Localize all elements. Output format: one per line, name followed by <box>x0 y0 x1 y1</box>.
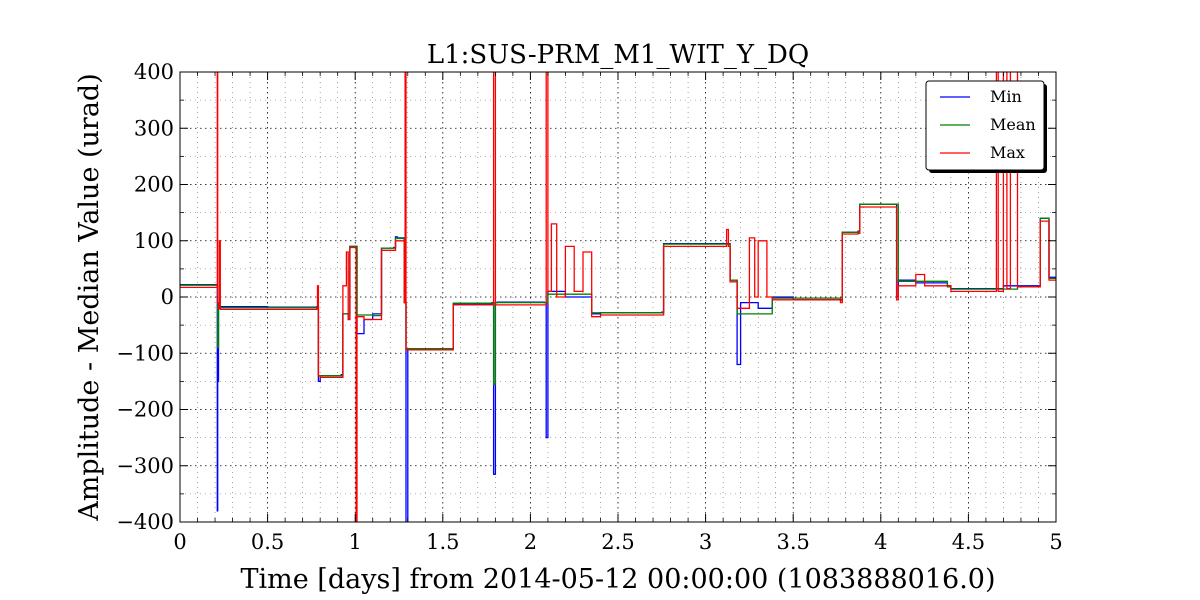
x-tick-label: 2 <box>524 530 537 554</box>
legend: Min Mean Max <box>925 80 1047 173</box>
legend-label-min: Min <box>990 87 1022 106</box>
x-tick-label: 4.5 <box>952 530 985 554</box>
legend-label-max: Max <box>990 143 1025 162</box>
y-tick-label: −300 <box>116 454 174 478</box>
y-tick-label: 100 <box>134 229 174 253</box>
legend-frame <box>925 80 1045 171</box>
series-line-max <box>180 72 1056 522</box>
x-tick-label: 2.5 <box>601 530 634 554</box>
y-tick-label: 0 <box>161 285 174 309</box>
x-tick-label: 1.5 <box>426 530 459 554</box>
x-tick-label: 4 <box>874 530 887 554</box>
x-tick-label: 0.5 <box>251 530 284 554</box>
x-axis-label: Time [days] from 2014-05-12 00:00:00 (10… <box>241 564 996 595</box>
chart-title: L1:SUS-PRM_M1_WIT_Y_DQ <box>427 40 809 70</box>
x-tick-label: 5 <box>1049 530 1062 554</box>
x-tick-label: 3 <box>699 530 712 554</box>
y-tick-label: −400 <box>116 510 174 534</box>
grid <box>180 72 1056 522</box>
y-tick-label: −100 <box>116 341 174 365</box>
y-axis-label: Amplitude - Median Value (urad) <box>74 73 105 522</box>
y-tick-label: −200 <box>116 398 174 422</box>
plot-area <box>180 72 1056 522</box>
x-tick-label: 3.5 <box>776 530 809 554</box>
y-tick-label: 400 <box>134 60 174 84</box>
y-tick-label: 200 <box>134 173 174 197</box>
x-tick-label: 1 <box>349 530 362 554</box>
axes: 0 0.5 1 1.5 2 2.5 3 3.5 4 4.5 5 −400 −300 −200 −100 0 10… <box>116 60 1062 554</box>
x-tick-label: 0 <box>173 530 186 554</box>
series-line-mean <box>180 203 1056 385</box>
y-tick-label: 300 <box>134 116 174 140</box>
legend-label-mean: Mean <box>990 115 1036 134</box>
